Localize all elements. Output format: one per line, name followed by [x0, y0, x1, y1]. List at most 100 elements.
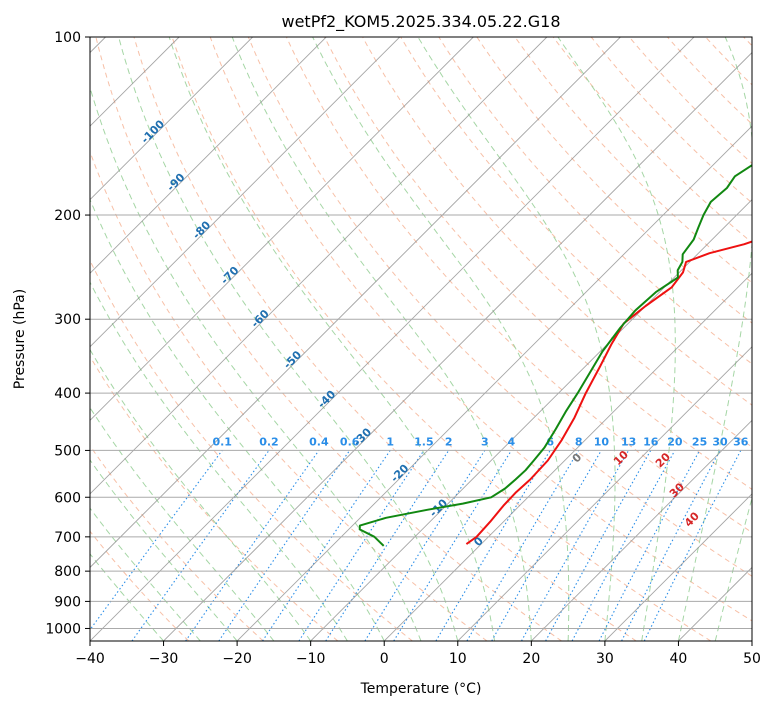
dry-adiabat-line: [90, 530, 190, 641]
dry-adiabat-line: [590, 37, 752, 204]
mixing-ratio-line: [298, 450, 425, 641]
y-axis-ticks: 100 200 300 400 500 600 700 800 900 1000: [45, 30, 90, 637]
isotherm-label: -60: [249, 307, 272, 330]
isotherm-line: [90, 37, 695, 641]
mixing-ratio-line: [545, 450, 652, 641]
moist-adiabat-label: 20: [653, 450, 673, 470]
plot-frame: [89, 36, 753, 642]
temperature-profile-line: [465, 240, 752, 545]
mixing-ratio-line: [571, 450, 676, 641]
x-tick-label: −20: [222, 651, 252, 667]
dry-adiabat-line: [90, 355, 339, 641]
dry-adiabat-line: [438, 37, 752, 365]
y-tick-label: 600: [54, 490, 81, 506]
y-tick-label: 800: [54, 564, 81, 580]
mixing-ratio-line: [393, 450, 512, 641]
isotherm-line: [531, 419, 752, 641]
mixing-ratio-label: 0.2: [259, 435, 279, 448]
y-tick-label: 200: [54, 208, 81, 224]
isotherm-label: -20: [388, 461, 411, 484]
isotherm-line: [457, 346, 752, 641]
dry-adiabat-line: [705, 37, 752, 86]
mixing-ratio-line: [521, 450, 630, 641]
x-tick-label: 20: [522, 651, 540, 667]
mixing-ratio-line: [466, 450, 580, 641]
y-tick-label: 1000: [45, 621, 81, 637]
mixing-ratio-label: 10: [594, 435, 610, 448]
y-tick-label: 100: [54, 30, 81, 46]
moist-adiabat-line: [90, 281, 348, 641]
dry-adiabat-line: [209, 37, 752, 622]
isotherm-line: [163, 51, 752, 641]
mixing-ratio-label: 0.6: [340, 435, 360, 448]
moist-adiabat-label: 40: [682, 509, 702, 529]
dry-adiabat-line: [90, 259, 413, 641]
x-tick-label: 50: [743, 651, 761, 667]
moist-adiabat-line: [714, 496, 752, 641]
y-axis-label: Pressure (hPa): [12, 289, 28, 389]
isotherm-label: -70: [218, 264, 241, 287]
mixing-ratio-line: [131, 450, 270, 641]
dry-adiabat-line: [476, 37, 752, 324]
mixing-ratio-line: [262, 450, 391, 641]
dry-adiabat-line: [90, 444, 264, 641]
moist-adiabat-line: [417, 37, 616, 641]
x-tick-label: −10: [296, 651, 326, 667]
y-tick-label: 300: [54, 312, 81, 328]
pressure-gridlines: [90, 37, 752, 629]
y-tick-label: 900: [54, 594, 81, 610]
dry-adiabat-line: [171, 37, 712, 641]
isotherm-line: [90, 37, 474, 421]
moist-adiabat-label: 0: [570, 450, 585, 465]
dry-adiabat-line: [628, 37, 752, 165]
moist-adiabat-line: [312, 37, 570, 641]
moist-adiabat-line: [557, 37, 676, 641]
x-tick-label: 10: [449, 651, 467, 667]
isotherm-line: [236, 125, 752, 641]
isotherm-label: -90: [164, 170, 187, 193]
x-tick-label: −30: [149, 651, 179, 667]
moist-adiabat-line: [90, 507, 201, 641]
mixing-ratio-label: 1: [386, 435, 394, 448]
isotherm-line: [90, 37, 401, 348]
mixing-ratio-label: 16: [643, 435, 659, 448]
isotherm-label: -40: [315, 387, 338, 410]
dry-adiabat-line: [133, 37, 637, 641]
mixing-ratio-label: 13: [621, 435, 636, 448]
mixing-ratio-lines: [90, 450, 742, 641]
chart-title: wetPf2_KOM5.2025.334.05.22.G18: [281, 12, 560, 32]
moist-adiabat-line: [231, 37, 532, 641]
y-tick-label: 400: [54, 386, 81, 402]
dry-adiabat-line: [552, 37, 752, 244]
mixing-ratio-line: [491, 450, 602, 641]
isotherm-label: -80: [190, 218, 213, 241]
mixing-ratio-line: [218, 450, 351, 641]
mixing-ratio-line: [364, 450, 486, 641]
isotherm-line: [678, 566, 752, 641]
moist-adiabat-line: [118, 37, 459, 641]
mixing-ratio-label: 6: [546, 435, 554, 448]
mixing-ratio-label: 0.4: [309, 435, 329, 448]
y-tick-label: 700: [54, 530, 81, 546]
isotherms: [90, 37, 752, 641]
dry-adiabat-line: [95, 37, 562, 641]
mixing-ratio-label: 3: [481, 435, 489, 448]
mixing-ratio-line: [90, 450, 223, 631]
isotherm-line: [90, 37, 327, 274]
moist-adiabat-line: [90, 85, 422, 641]
moist-adiabat-line: [90, 198, 385, 641]
mixing-ratio-label: 30: [712, 435, 728, 448]
dry-adiabat-line: [743, 37, 752, 47]
dry-adiabat-line: [285, 37, 752, 534]
mixing-ratio-label: 25: [692, 435, 707, 448]
dewpoint-profile-line: [358, 163, 752, 547]
isotherm-label: -50: [281, 348, 304, 371]
isotherm-line: [383, 272, 752, 641]
mixing-ratio-line: [325, 450, 450, 641]
mixing-ratio-label: 4: [508, 435, 516, 448]
x-tick-label: −40: [75, 651, 105, 667]
isotherm-line: [90, 37, 621, 569]
background-line-labels: 0.1 0.2 0.4 0.6 1 1.5 2 3 4 6 8 10 13 16 20 25 30 36-100-…: [139, 117, 749, 549]
plot-area: 0.1 0.2 0.4 0.6 1 1.5 2 3 4 6 8 10 13 16 20 25 30 36-100-…: [90, 37, 752, 641]
